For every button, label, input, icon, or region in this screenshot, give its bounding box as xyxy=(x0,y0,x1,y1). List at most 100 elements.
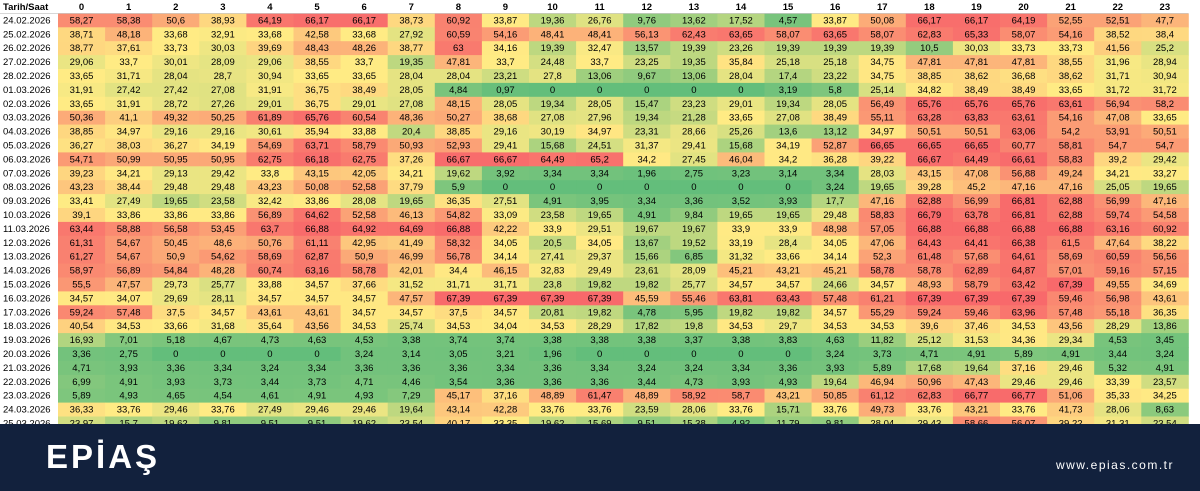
heatmap-cell xyxy=(1094,138,1142,153)
cell-value: 47,57 xyxy=(117,280,141,291)
heatmap-cell xyxy=(1047,110,1095,125)
heatmap-cell xyxy=(1047,27,1095,42)
heatmap-cell xyxy=(58,194,106,209)
heatmap-cell xyxy=(764,27,812,42)
heatmap-cell xyxy=(858,319,907,334)
date-cell xyxy=(0,291,58,306)
cell-value: 7,29 xyxy=(402,391,421,402)
cell-value: 19,39 xyxy=(541,43,565,54)
heatmap-cell xyxy=(576,291,624,306)
cell-value: 29,01 xyxy=(352,99,376,110)
heatmap-cell xyxy=(1047,235,1095,251)
heatmap-cell xyxy=(1141,41,1189,56)
cell-value: 33,76 xyxy=(541,405,565,416)
cell-value: 37,5 xyxy=(167,307,186,318)
cell-value: 50,27 xyxy=(446,113,470,124)
heatmap-cell xyxy=(529,221,577,237)
cell-value: 3,36 xyxy=(402,363,421,374)
cell-value: 65,76 xyxy=(917,99,941,110)
heatmap-cell xyxy=(1141,69,1189,84)
cell-value: 27,51 xyxy=(494,196,518,207)
heatmap-cell xyxy=(905,41,954,56)
heatmap-cell xyxy=(858,360,907,376)
cell-value: 50,51 xyxy=(1153,127,1177,138)
cell-value: 3,34 xyxy=(496,363,515,374)
heatmap-cell xyxy=(1094,360,1142,376)
heatmap-cell xyxy=(717,96,765,112)
cell-value: 32,83 xyxy=(541,266,565,277)
heatmap-cell xyxy=(811,305,860,320)
hour-column-header: 18 xyxy=(924,2,935,13)
cell-value: 57,15 xyxy=(1153,266,1177,277)
cell-value: 19,35 xyxy=(399,57,423,68)
heatmap-cell xyxy=(670,333,718,348)
heatmap-cell xyxy=(1000,82,1048,98)
heatmap-cell xyxy=(481,360,530,376)
cell-value: 33,68 xyxy=(352,29,376,40)
cell-value: 24,66 xyxy=(823,280,847,291)
heatmap-cell xyxy=(576,82,624,98)
cell-value: 34,4 xyxy=(449,266,468,277)
heatmap-cell xyxy=(105,277,153,292)
hour-column-header: 1 xyxy=(126,2,132,13)
heatmap-cell xyxy=(811,402,860,417)
heatmap-cell xyxy=(340,388,389,403)
cell-value: 50,9 xyxy=(167,252,186,263)
heatmap-cell xyxy=(58,138,106,153)
heatmap-cell xyxy=(811,194,860,209)
date-cell xyxy=(0,319,58,334)
cell-value: 29,51 xyxy=(588,224,612,235)
heatmap-cell xyxy=(1094,152,1142,167)
heatmap-cell xyxy=(387,374,436,390)
cell-value: 34,69 xyxy=(1153,280,1177,291)
cell-value: 0 xyxy=(550,85,555,96)
heatmap-cell xyxy=(576,152,624,167)
cell-value: 38,49 xyxy=(823,113,847,124)
cell-value: 49,73 xyxy=(870,405,894,416)
cell-value: 3,93 xyxy=(167,377,186,388)
heatmap-cell xyxy=(387,235,436,251)
cell-value: 35,94 xyxy=(305,127,329,138)
heatmap-cell xyxy=(1094,291,1142,306)
cell-value: 45,59 xyxy=(635,293,659,304)
heatmap-cell xyxy=(1141,263,1189,278)
heatmap-cell xyxy=(623,82,671,98)
cell-value: 25,2 xyxy=(1156,43,1175,54)
cell-value: 19,39 xyxy=(776,43,800,54)
heatmap-cell xyxy=(764,82,812,98)
heatmap-cell xyxy=(1000,180,1048,195)
cell-value: 29,13 xyxy=(164,168,188,179)
cell-value: 50,99 xyxy=(117,154,141,165)
heatmap-cell xyxy=(1000,360,1048,376)
cell-value: 9,84 xyxy=(685,210,704,221)
heatmap-cell xyxy=(952,124,1001,139)
cell-value: 54,67 xyxy=(117,252,141,263)
heatmap-cell xyxy=(623,13,671,28)
heatmap-cell xyxy=(576,110,624,125)
cell-value: 29,46 xyxy=(352,405,376,416)
cell-value: 25,77 xyxy=(211,280,235,291)
cell-value: 21,28 xyxy=(682,113,706,124)
cell-value: 60,92 xyxy=(1153,224,1177,235)
heatmap-cell xyxy=(387,277,436,292)
heatmap-cell xyxy=(434,263,483,278)
cell-value: 19,64 xyxy=(965,363,989,374)
cell-value: 29,7 xyxy=(779,321,798,332)
heatmap-cell xyxy=(952,55,1001,70)
cell-value: 3,93 xyxy=(779,196,798,207)
heatmap-cell xyxy=(717,249,765,264)
cell-value: 66,17 xyxy=(305,15,329,26)
heatmap-cell xyxy=(246,221,294,237)
cell-value: 1,96 xyxy=(638,168,657,179)
heatmap-cell xyxy=(670,402,718,417)
heatmap-cell xyxy=(529,360,577,376)
cell-value: 54,7 xyxy=(1156,141,1175,152)
cell-value: 34,53 xyxy=(352,321,376,332)
heatmap-cell xyxy=(529,263,577,278)
cell-value: 60,92 xyxy=(446,15,470,26)
heatmap-cell xyxy=(1000,138,1048,153)
heatmap-cell xyxy=(811,180,860,195)
heatmap-cell xyxy=(858,402,907,417)
cell-value: 29,48 xyxy=(211,182,235,193)
cell-value: 54,62 xyxy=(211,252,235,263)
